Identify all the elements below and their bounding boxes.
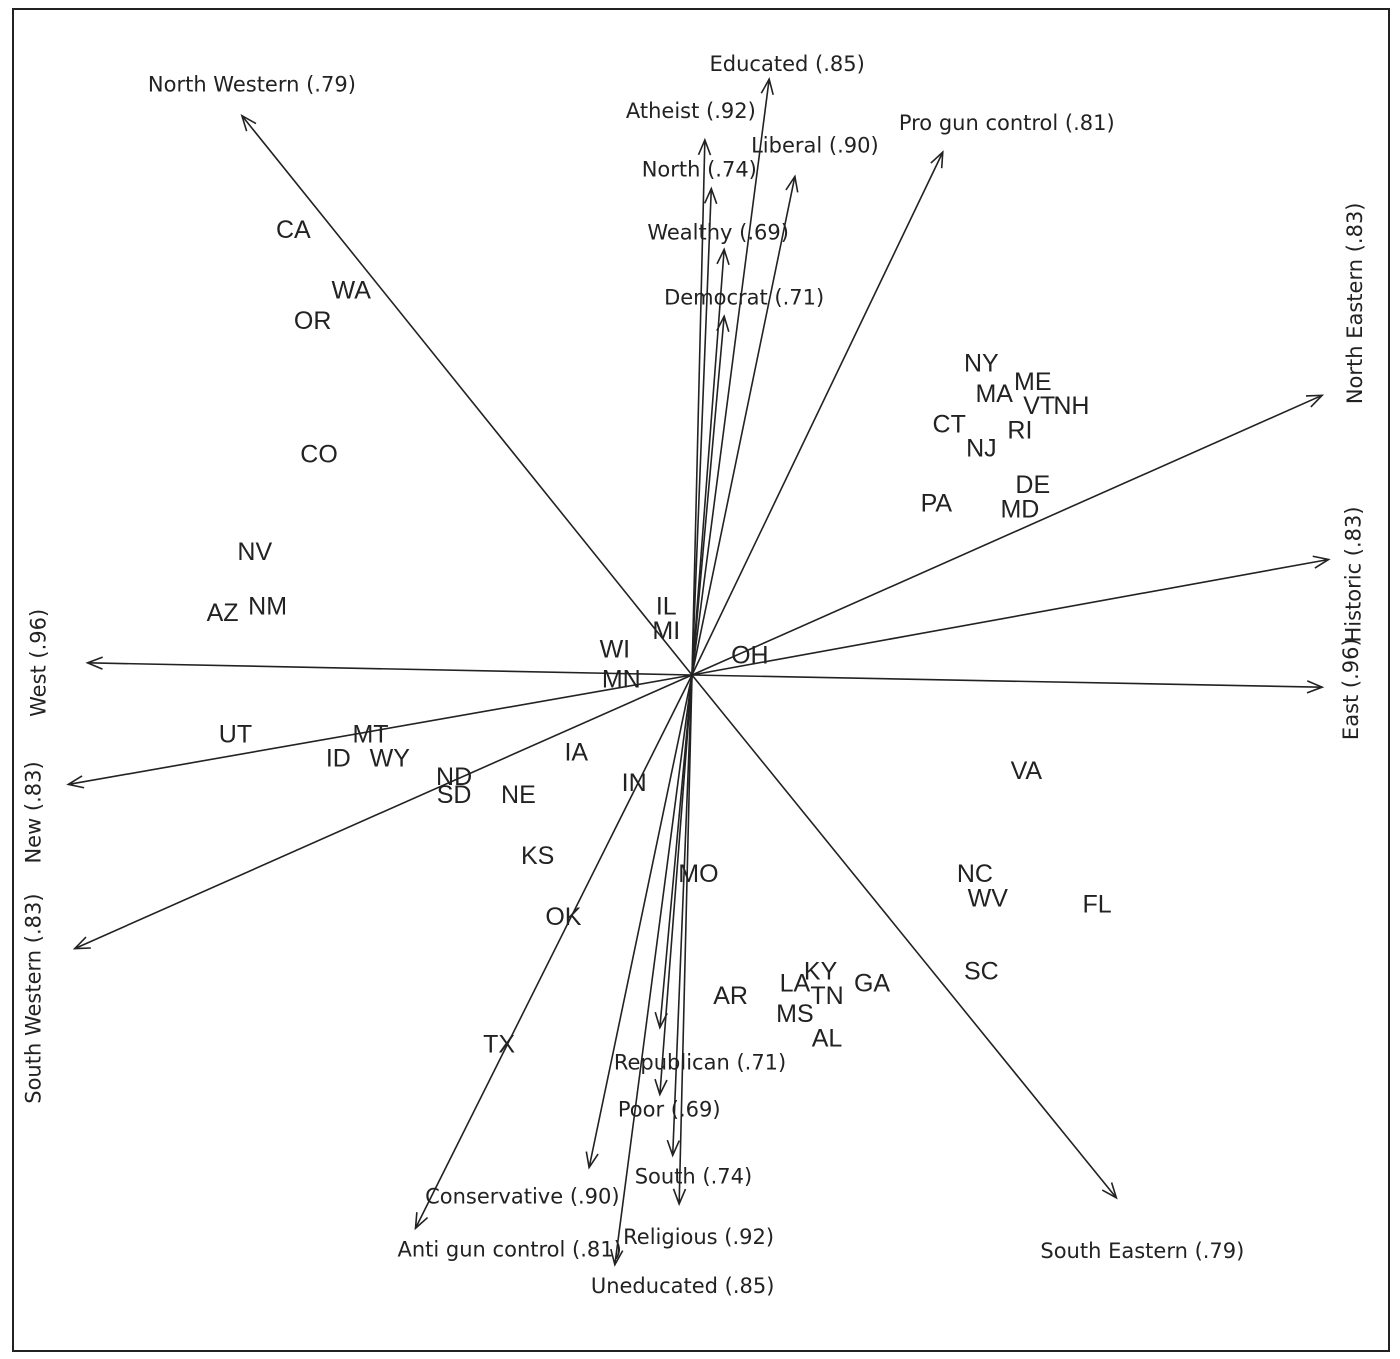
vector-label-republican-71: Republican (.71) bbox=[614, 1051, 786, 1075]
state-point-mi: MI bbox=[652, 617, 680, 645]
vector-arrow-democrat-71 bbox=[691, 316, 724, 676]
state-point-ga: GA bbox=[854, 970, 890, 998]
state-point-ks: KS bbox=[521, 842, 554, 870]
state-point-az: AZ bbox=[207, 599, 239, 627]
vector-label-wealthy-69: Wealthy (.69) bbox=[647, 220, 789, 244]
vector-label-new-83: New (.83) bbox=[21, 761, 45, 863]
vector-label-east-96: East (.96) bbox=[1339, 638, 1363, 740]
state-point-mn: MN bbox=[602, 666, 641, 694]
state-point-ok: OK bbox=[545, 903, 581, 931]
vector-label-liberal-90: Liberal (.90) bbox=[751, 133, 879, 157]
vector-arrow-historic-83 bbox=[691, 559, 1329, 676]
vector-arrow-liberal-90 bbox=[691, 176, 795, 676]
state-point-wi: WI bbox=[600, 635, 631, 663]
state-point-sc: SC bbox=[964, 958, 999, 986]
vector-label-atheist-92: Atheist (.92) bbox=[626, 99, 756, 123]
state-point-nh: NH bbox=[1053, 392, 1089, 420]
vector-arrow-pro-gun-control-81 bbox=[691, 152, 943, 676]
state-point-wa: WA bbox=[332, 277, 372, 305]
vector-arrow-east-96 bbox=[691, 674, 1322, 687]
vector-arrow-conservative-90 bbox=[589, 674, 693, 1167]
state-point-ky: KY bbox=[804, 958, 838, 986]
state-point-nd: ND bbox=[436, 763, 472, 791]
state-point-co: CO bbox=[300, 441, 338, 469]
state-point-mt: MT bbox=[352, 720, 388, 748]
state-point-ms: MS bbox=[776, 1000, 814, 1028]
vector-arrow-atheist-92 bbox=[691, 140, 705, 676]
state-point-ma: MA bbox=[975, 380, 1013, 408]
state-point-id: ID bbox=[326, 745, 351, 773]
vector-label-layer: Educated (.85) Uneducated (.85) Atheist (.… bbox=[21, 52, 1367, 1298]
vector-label-south-eastern-79: South Eastern (.79) bbox=[1040, 1239, 1244, 1263]
vector-label-educated-85: Educated (.85) bbox=[710, 52, 865, 76]
chart-frame bbox=[12, 8, 1390, 1352]
vector-label-north-western-79: North Western (.79) bbox=[148, 73, 356, 97]
vector-arrow-educated-85 bbox=[691, 79, 769, 676]
vector-label-historic-83: Historic (.83) bbox=[1342, 506, 1366, 642]
vector-label-north-74: North (.74) bbox=[642, 158, 757, 182]
state-point-ia: IA bbox=[564, 739, 588, 767]
vector-arrow-north-eastern-83 bbox=[691, 395, 1322, 676]
state-point-tn: TN bbox=[810, 982, 843, 1010]
vector-label-religious-92: Religious (.92) bbox=[623, 1225, 774, 1249]
vector-arrow-republican-71 bbox=[660, 674, 693, 1028]
vector-arrow-anti-gun-control-81 bbox=[416, 674, 693, 1228]
state-point-va: VA bbox=[1011, 757, 1043, 785]
state-point-ar: AR bbox=[713, 982, 748, 1010]
state-point-de: DE bbox=[1015, 471, 1050, 499]
vector-arrow-north-western-79 bbox=[242, 116, 693, 676]
state-point-sd: SD bbox=[437, 781, 472, 809]
state-point-il: IL bbox=[656, 593, 677, 621]
vector-label-pro-gun-control-81: Pro gun control (.81) bbox=[899, 111, 1115, 135]
state-point-tx: TX bbox=[483, 1030, 515, 1058]
state-point-ne: NE bbox=[501, 781, 536, 809]
state-point-mo: MO bbox=[678, 860, 718, 888]
state-point-ca: CA bbox=[276, 216, 311, 244]
state-point-pa: PA bbox=[921, 489, 953, 517]
state-point-vt: VT bbox=[1023, 392, 1055, 420]
vector-label-south-western-83: South Western (.83) bbox=[22, 893, 46, 1103]
state-point-fl: FL bbox=[1082, 891, 1111, 919]
vector-arrow-religious-92 bbox=[679, 674, 693, 1204]
vector-arrow-south-74 bbox=[673, 674, 693, 1155]
state-point-ct: CT bbox=[933, 410, 966, 438]
state-point-in: IN bbox=[622, 769, 647, 797]
state-point-ut: UT bbox=[219, 720, 252, 748]
vector-arrow-west-96 bbox=[88, 663, 693, 676]
vector-label-anti-gun-control-81: Anti gun control (.81) bbox=[398, 1237, 622, 1261]
state-point-nv: NV bbox=[237, 538, 272, 566]
vector-label-poor-69: Poor (.69) bbox=[618, 1098, 721, 1122]
state-point-me: ME bbox=[1014, 368, 1052, 396]
state-point-nc: NC bbox=[957, 860, 993, 888]
vector-label-conservative-90: Conservative (.90) bbox=[425, 1184, 620, 1208]
vector-label-north-eastern-83: North Eastern (.83) bbox=[1343, 202, 1367, 404]
vector-arrow-south-western-83 bbox=[75, 674, 693, 949]
vector-arrow-new-83 bbox=[68, 674, 693, 784]
vector-arrow-uneducated-85 bbox=[615, 674, 693, 1265]
state-point-nm: NM bbox=[248, 593, 287, 621]
state-point-wv: WV bbox=[968, 885, 1009, 913]
vector-label-west-96: West (.96) bbox=[27, 609, 51, 717]
state-point-or: OR bbox=[294, 307, 332, 335]
state-point-nj: NJ bbox=[966, 435, 997, 463]
vector-label-south-74: South (.74) bbox=[635, 1164, 753, 1188]
state-point-ny: NY bbox=[964, 350, 999, 378]
vector-layer bbox=[68, 79, 1328, 1265]
vector-label-democrat-71: Democrat (.71) bbox=[664, 285, 824, 309]
vector-arrow-south-eastern-79 bbox=[691, 674, 1116, 1198]
state-point-wy: WY bbox=[370, 745, 411, 773]
state-point-ri: RI bbox=[1007, 416, 1032, 444]
state-point-md: MD bbox=[1000, 495, 1039, 523]
vector-label-uneducated-85: Uneducated (.85) bbox=[591, 1274, 775, 1298]
state-point-la: LA bbox=[780, 970, 811, 998]
state-point-oh: OH bbox=[731, 641, 769, 669]
state-point-al: AL bbox=[812, 1024, 843, 1052]
vector-arrow-north-74 bbox=[691, 189, 711, 676]
